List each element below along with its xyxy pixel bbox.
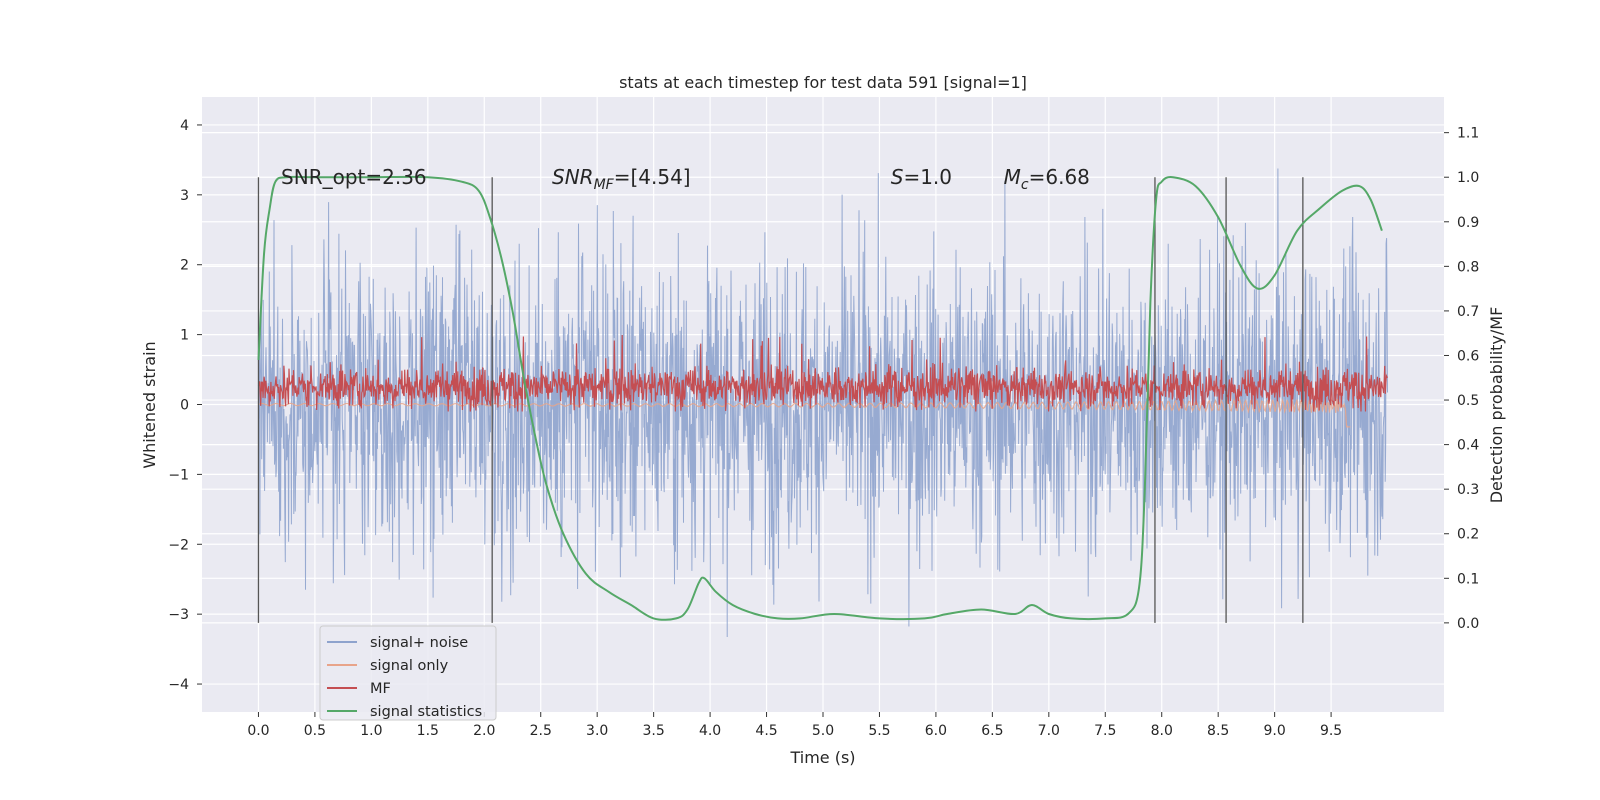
x-tick-label-15: 7.5	[1094, 723, 1116, 739]
y-right-tick-label-4: 0.7	[1457, 304, 1479, 320]
annotation-mc-value: Mc=6.68	[1004, 165, 1090, 193]
x-tick-label-19: 9.5	[1320, 723, 1342, 739]
legend-label-3: signal statistics	[370, 704, 482, 720]
mf-series	[257, 334, 1388, 412]
legend: signal+ noise signal only MF signal statist…	[319, 625, 497, 721]
annotation-s-value: S=1.0	[891, 165, 952, 189]
y-tick-label-7: −3	[168, 607, 189, 623]
x-tick-label-9: 4.5	[755, 723, 777, 739]
legend-box	[319, 625, 497, 721]
y-axis-ticks: 4 3 2 1 0 −1 −2 −3 −4	[168, 118, 202, 693]
y-axis-right-label: Detection probability/MF	[1487, 307, 1506, 504]
x-tick-label-14: 7.0	[1038, 723, 1060, 739]
x-tick-label-17: 8.5	[1207, 723, 1229, 739]
y-tick-label-5: −1	[168, 467, 189, 483]
signal-statistics-line	[257, 175, 1383, 621]
legend-label-0: signal+ noise	[370, 635, 468, 651]
y-axis-label: Whitened strain	[140, 341, 159, 468]
x-tick-label-0: 0.0	[247, 723, 269, 739]
mf-line	[257, 334, 1388, 412]
x-tick-label-6: 3.0	[586, 723, 608, 739]
vertical-markers	[257, 177, 1304, 623]
x-tick-label-5: 2.5	[530, 723, 552, 739]
x-tick-label-4: 2.0	[473, 723, 495, 739]
y-right-tick-label-3: 0.8	[1457, 259, 1479, 275]
x-tick-label-10: 5.0	[812, 723, 834, 739]
y-right-tick-label-2: 0.9	[1457, 215, 1479, 231]
x-tick-label-13: 6.5	[981, 723, 1003, 739]
annotations: SNR_opt=2.36 SNRMF=[4.54] S=1.0 Mc=6.68	[281, 165, 1090, 193]
signal-statistics-series	[257, 175, 1383, 621]
x-tick-label-16: 8.0	[1151, 723, 1173, 739]
y-tick-label-4: 0	[180, 398, 189, 414]
signal-only-series	[258, 397, 1351, 428]
y-tick-label-0: 4	[180, 118, 189, 134]
y-right-tick-label-5: 0.6	[1457, 348, 1479, 364]
annotation-snr-mf: SNRMF=[4.54]	[552, 165, 691, 193]
x-tick-label-2: 1.0	[360, 723, 382, 739]
x-axis-ticks: 0.0 0.5 1.0 1.5 2.0 2.5 3.0 3.5 4.0 4.5 5.0 5.5 6.0 6…	[247, 712, 1342, 739]
x-tick-label-3: 1.5	[417, 723, 439, 739]
y-right-tick-label-0: 1.1	[1457, 126, 1479, 142]
legend-label-2: MF	[370, 681, 391, 697]
y-tick-label-3: 1	[180, 328, 189, 344]
x-tick-label-8: 4.0	[699, 723, 721, 739]
x-tick-label-11: 5.5	[868, 723, 890, 739]
y-right-tick-label-9: 0.2	[1457, 527, 1479, 543]
y-right-tick-label-11: 0.0	[1457, 616, 1479, 632]
x-axis-label: Time (s)	[789, 748, 855, 767]
signal-noise-line	[258, 168, 1388, 638]
signal-only-line	[258, 397, 1351, 428]
y-right-tick-label-7: 0.4	[1457, 438, 1479, 454]
y-tick-label-6: −2	[168, 537, 189, 553]
annotation-snr-opt: SNR_opt=2.36	[281, 165, 427, 189]
x-tick-label-18: 9.0	[1264, 723, 1286, 739]
x-tick-label-1: 0.5	[304, 723, 326, 739]
y-right-tick-label-10: 0.1	[1457, 571, 1479, 587]
x-tick-label-12: 6.0	[925, 723, 947, 739]
legend-label-1: signal only	[370, 658, 449, 674]
x-tick-label-7: 3.5	[643, 723, 665, 739]
chart-title: stats at each timestep for test data 591…	[619, 73, 1027, 92]
y-right-tick-label-6: 0.5	[1457, 393, 1479, 409]
y-tick-label-2: 2	[180, 258, 189, 274]
y-right-tick-label-1: 1.0	[1457, 170, 1479, 186]
y-right-tick-label-8: 0.3	[1457, 482, 1479, 498]
y-axis-right-ticks: 1.1 1.0 0.9 0.8 0.7 0.6 0.5 0.4 0.3 0.2 0.1 0.0	[1444, 126, 1479, 632]
y-tick-label-1: 3	[180, 188, 189, 204]
y-tick-label-8: −4	[168, 677, 189, 693]
signal-noise-series	[258, 168, 1388, 638]
